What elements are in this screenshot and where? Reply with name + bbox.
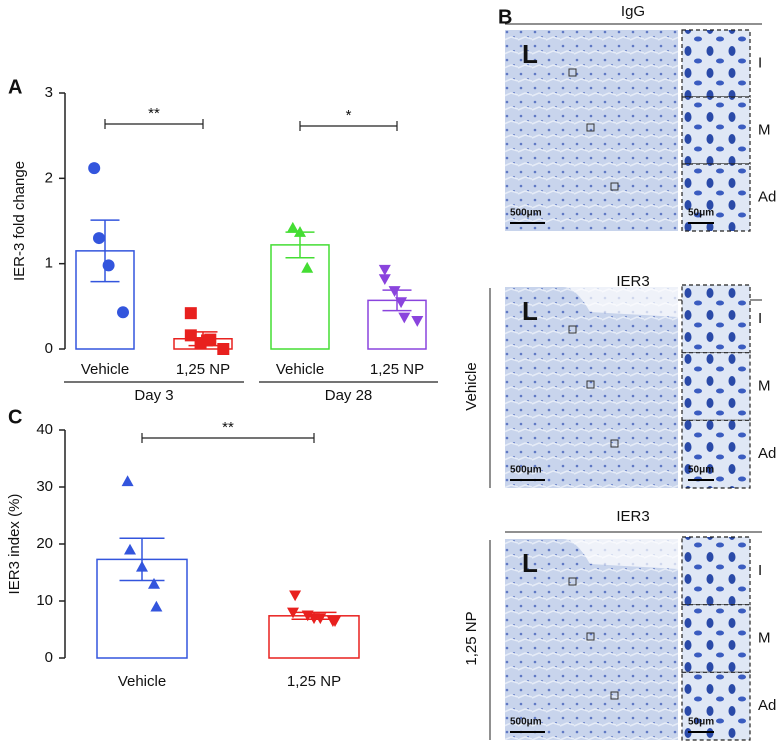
data-point	[121, 475, 134, 487]
region-label: M	[758, 121, 771, 138]
x-tick-label: 1,25 NP	[176, 361, 230, 378]
y-axis-label: IER-3 fold change	[11, 161, 28, 281]
lumen-label: L	[522, 296, 538, 326]
inset	[681, 29, 751, 98]
data-point	[294, 226, 306, 237]
data-point	[286, 221, 299, 233]
inset-scale-label: 50μm	[688, 717, 714, 728]
data-point	[204, 333, 217, 346]
inset	[681, 419, 751, 489]
significance-label: **	[148, 105, 160, 122]
x-tick-label: 1,25 NP	[287, 673, 341, 690]
data-point	[301, 261, 314, 273]
region-label: Ad	[758, 697, 776, 714]
data-point	[148, 577, 160, 589]
significance-label: *	[346, 107, 352, 124]
data-point	[388, 286, 401, 297]
y-tick-label: 0	[45, 340, 53, 357]
data-point	[287, 607, 299, 619]
roi-box	[610, 439, 619, 448]
data-point	[314, 613, 327, 625]
y-tick-label: 10	[36, 592, 53, 609]
inset	[681, 163, 751, 232]
panel-b: B IgG L 500μm I M Ad 50μm IER3 L 500μm I M Ad 50μm Veh…	[463, 3, 776, 741]
scale-label: 500μm	[510, 465, 542, 476]
data-point	[136, 560, 148, 572]
tissue-edge	[505, 538, 678, 569]
bar	[270, 244, 330, 350]
region-label: Ad	[758, 188, 776, 205]
group-label: Day 28	[325, 387, 373, 404]
x-tick-label: Vehicle	[118, 673, 166, 690]
roi-box	[610, 182, 619, 191]
data-point	[124, 543, 136, 555]
y-tick-label: 3	[45, 84, 53, 101]
y-tick-label: 30	[36, 478, 53, 495]
roi-box	[586, 380, 595, 389]
y-tick-label: 0	[45, 649, 53, 666]
roi-box	[568, 325, 577, 334]
region-label: I	[758, 54, 762, 71]
group-label: Vehicle	[463, 362, 480, 410]
image-title: IgG	[621, 3, 645, 20]
roi-box	[568, 577, 577, 586]
x-tick-label: Vehicle	[81, 361, 129, 378]
panel-label: C	[8, 406, 22, 428]
data-point	[93, 232, 105, 245]
scale-label: 500μm	[510, 208, 542, 219]
inset-scale-label: 50μm	[688, 465, 714, 476]
y-tick-label: 20	[36, 535, 53, 552]
image-title: IER3	[616, 508, 649, 525]
x-tick-label: Vehicle	[276, 361, 324, 378]
region-label: I	[758, 310, 762, 327]
lumen-label: L	[522, 39, 538, 69]
data-point	[184, 307, 197, 320]
data-point	[88, 162, 101, 175]
y-tick-label: 2	[45, 169, 53, 186]
data-point	[289, 590, 302, 602]
inset	[681, 352, 751, 421]
region-label: M	[758, 377, 771, 394]
data-point	[150, 600, 163, 612]
y-tick-label: 1	[45, 255, 53, 272]
roi-box	[586, 632, 595, 641]
region-label: Ad	[758, 445, 776, 462]
tissue-edge	[505, 286, 678, 317]
data-point	[301, 610, 314, 622]
data-point	[326, 616, 339, 627]
data-point	[378, 264, 391, 276]
region-label: M	[758, 629, 771, 646]
scale-label: 500μm	[510, 717, 542, 728]
inset	[681, 284, 751, 354]
panel-label: B	[498, 6, 512, 28]
data-point	[184, 329, 197, 342]
inset	[681, 671, 751, 741]
group-label: Day 3	[134, 387, 173, 404]
x-tick-label: 1,25 NP	[370, 361, 424, 378]
data-point	[411, 316, 424, 327]
inset	[681, 96, 751, 165]
significance-label: **	[222, 419, 234, 436]
roi-box	[568, 68, 577, 77]
lumen-label: L	[522, 548, 538, 578]
inset	[681, 536, 751, 606]
roi-box	[610, 691, 619, 700]
region-label: I	[758, 562, 762, 579]
panel-label: A	[8, 76, 22, 98]
data-point	[378, 274, 391, 286]
data-point	[395, 297, 408, 309]
group-label: 1,25 NP	[463, 611, 480, 665]
data-point	[102, 259, 115, 272]
inset	[681, 604, 751, 673]
data-point	[398, 312, 411, 324]
data-point	[217, 343, 230, 355]
roi-box	[586, 123, 595, 132]
y-axis-label: IER3 index (%)	[6, 494, 23, 595]
inset-scale-label: 50μm	[688, 208, 714, 219]
y-tick-label: 40	[36, 421, 53, 438]
data-point	[117, 306, 129, 319]
image-title: IER3	[616, 273, 649, 290]
